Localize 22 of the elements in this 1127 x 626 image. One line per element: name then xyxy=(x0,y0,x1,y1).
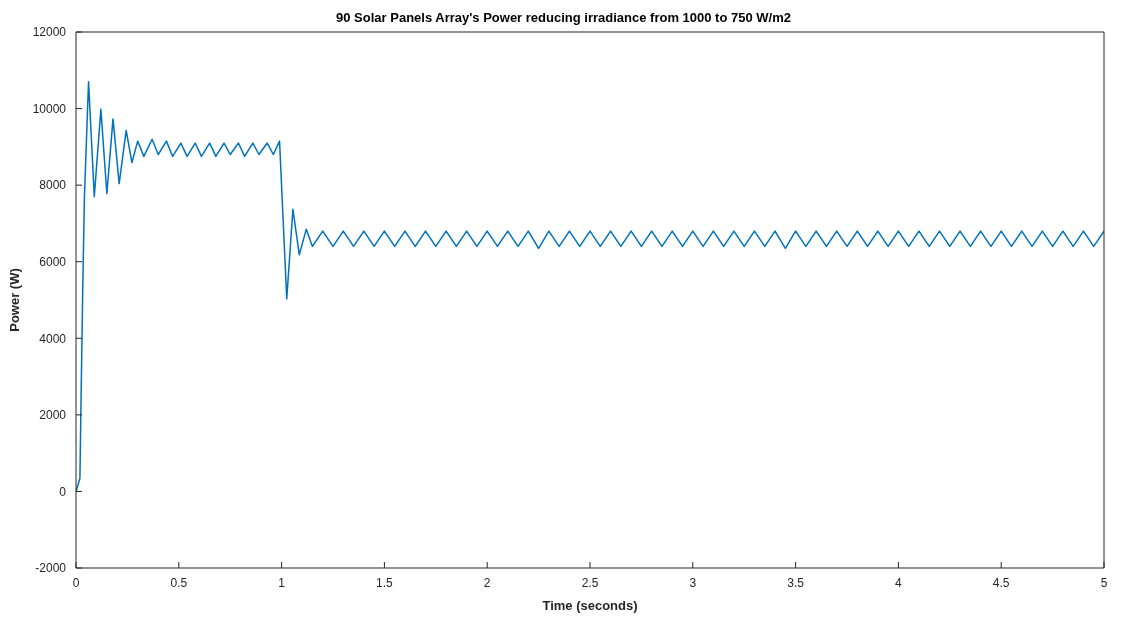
x-tick-label: 1 xyxy=(278,575,286,590)
x-tick-label: 1.5 xyxy=(376,575,394,590)
y-tick-label: 2000 xyxy=(39,408,67,423)
x-tick-label: 3 xyxy=(689,575,697,590)
y-tick-label: 12000 xyxy=(32,25,67,40)
y-tick-label: 0 xyxy=(59,484,67,499)
x-tick-label: 5 xyxy=(1100,575,1108,590)
y-tick-label: 10000 xyxy=(32,101,67,116)
y-tick-label: 8000 xyxy=(39,178,67,193)
y-tick-label: 6000 xyxy=(39,254,67,269)
x-tick-label: 4.5 xyxy=(992,575,1010,590)
x-tick-label: 2 xyxy=(483,575,491,590)
x-tick-label: 4 xyxy=(895,575,903,590)
x-tick-label: 3.5 xyxy=(787,575,805,590)
x-tick-label: 0.5 xyxy=(170,575,188,590)
x-tick-label: 0 xyxy=(72,575,80,590)
y-axis-title: Power (W) xyxy=(6,268,22,332)
y-tick-label: -2000 xyxy=(35,561,67,576)
x-tick-label: 2.5 xyxy=(581,575,599,590)
y-tick-label: 4000 xyxy=(39,331,67,346)
x-axis-title: Time (seconds) xyxy=(542,598,638,613)
chart-title: 90 Solar Panels Array's Power reducing irradiance from 1000 to 750 W/m2 xyxy=(335,10,792,25)
